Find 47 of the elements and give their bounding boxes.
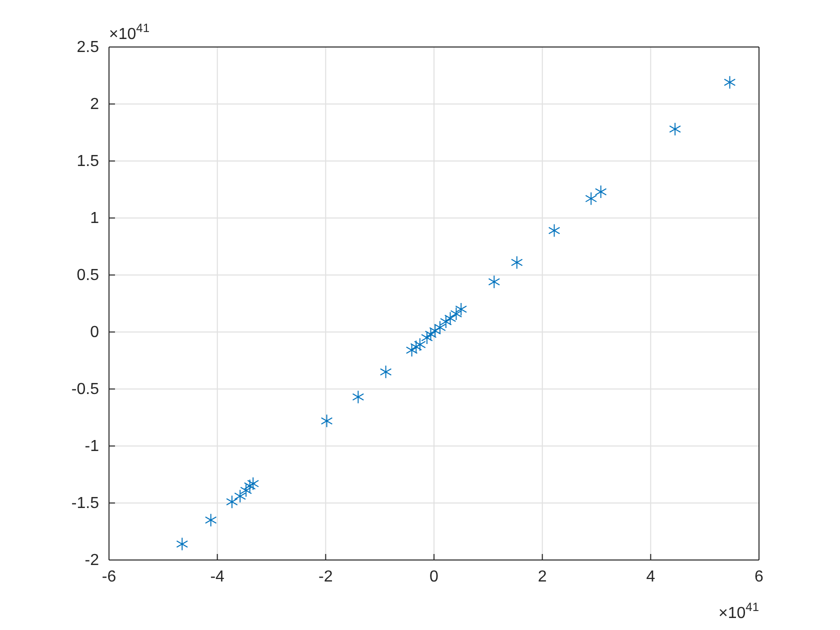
text: ×10$^{41}$ <box>109 21 150 43</box>
point <box>429 324 441 338</box>
x-tick-label: 2 <box>538 568 547 586</box>
point <box>414 338 426 352</box>
x-tick-label: 0 <box>430 568 439 586</box>
y-tick-label: -1 <box>84 438 100 456</box>
x-tick-label: -6 <box>102 568 116 586</box>
point <box>247 476 259 490</box>
point <box>455 302 467 316</box>
point <box>320 414 333 428</box>
point <box>724 76 736 90</box>
point <box>594 185 607 199</box>
point <box>380 365 392 379</box>
point <box>440 314 452 328</box>
point <box>450 307 462 321</box>
y-tick-label: 0.5 <box>76 267 100 284</box>
point <box>352 390 364 404</box>
y-tick-label: -0.5 <box>71 381 100 398</box>
point <box>406 343 418 357</box>
point <box>240 484 252 498</box>
y-tick-label: 2.5 <box>76 39 100 56</box>
point <box>176 537 188 551</box>
point <box>585 192 597 206</box>
point <box>204 513 217 527</box>
text: ×10$^{41}$ <box>718 600 760 622</box>
y-tick-label: -2 <box>84 552 100 570</box>
point <box>444 312 456 326</box>
point <box>226 495 238 509</box>
x-tick-label: 4 <box>646 568 656 586</box>
point <box>410 340 422 354</box>
point <box>424 328 437 342</box>
point <box>510 256 523 270</box>
point <box>669 122 681 136</box>
point <box>548 224 560 238</box>
y-tick-label: 1 <box>90 210 100 228</box>
point <box>434 320 446 334</box>
x-tick-label: 6 <box>754 568 764 586</box>
x-tick-label: -2 <box>318 568 333 586</box>
x-tick-label: -4 <box>210 568 225 586</box>
y-tick-label: 0 <box>90 324 100 342</box>
point <box>234 489 246 503</box>
point <box>488 275 500 289</box>
point <box>421 330 433 344</box>
y-tick-label: 2 <box>90 96 100 114</box>
y-tick-label: 1.5 <box>76 153 100 170</box>
y-tick-label: -1.5 <box>71 495 100 512</box>
point <box>244 479 256 493</box>
